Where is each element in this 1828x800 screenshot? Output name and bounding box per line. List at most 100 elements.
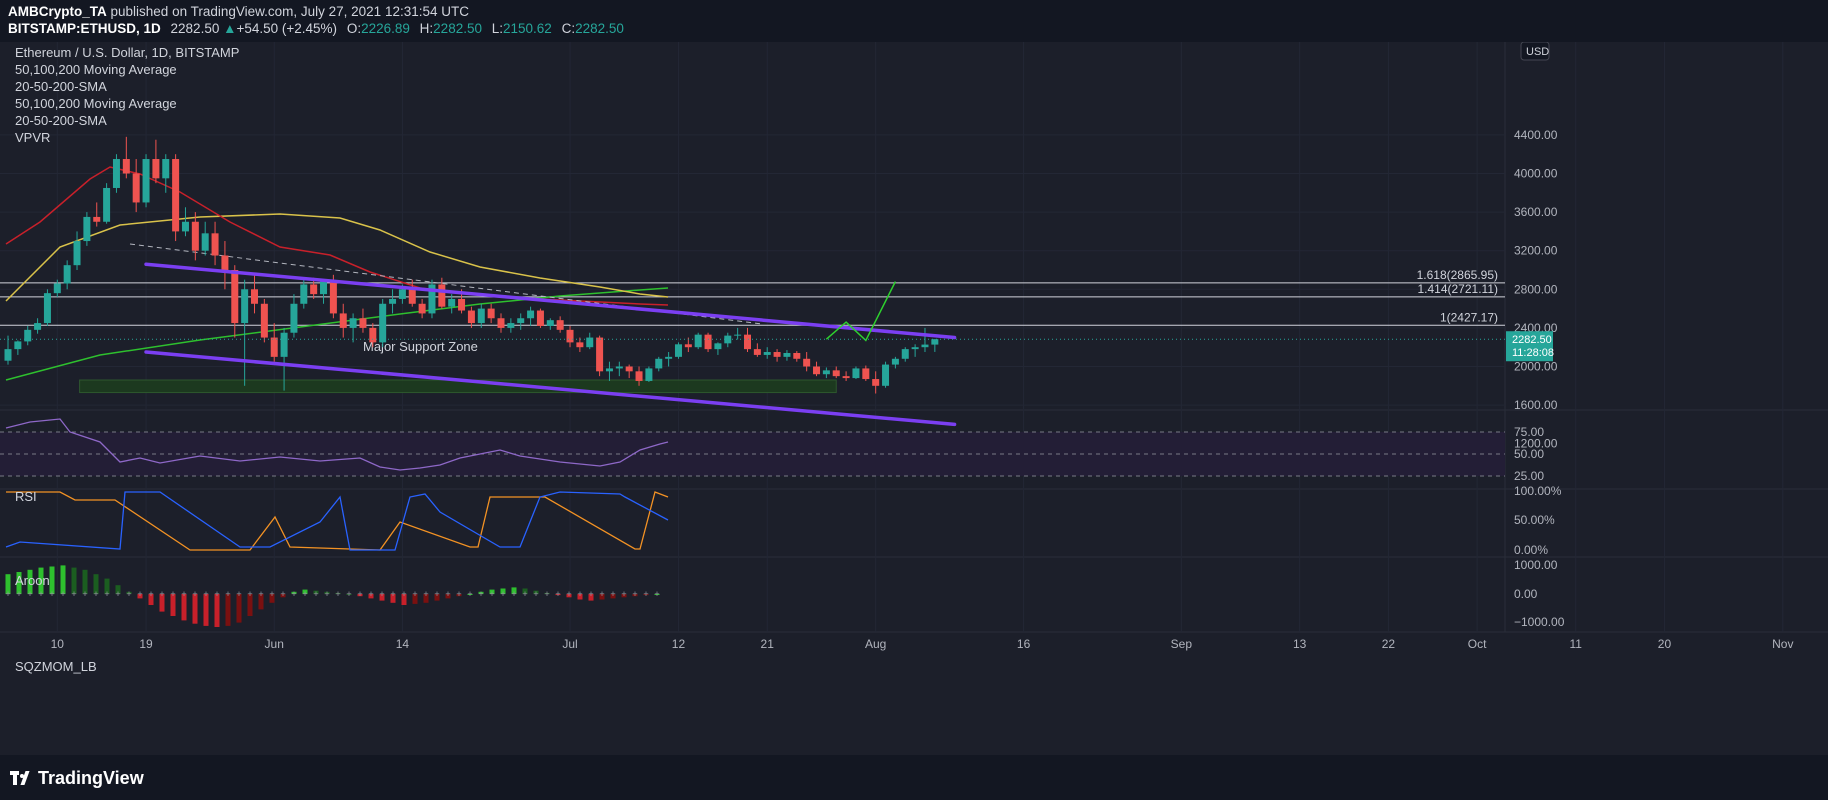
candle-body[interactable] [408,289,416,304]
symbol[interactable]: BITSTAMP:ETHUSD, 1D [8,21,161,36]
candle-body[interactable] [832,370,840,377]
candle-body[interactable] [418,303,426,314]
candle-body[interactable] [842,376,850,379]
candle-body[interactable] [310,284,318,295]
candle-body[interactable] [448,298,456,307]
candle-body[interactable] [546,320,554,326]
candle-body[interactable] [773,352,781,357]
candle-body[interactable] [487,308,495,319]
candle-body[interactable] [882,364,890,386]
candle-body[interactable] [339,313,347,328]
candle-body[interactable] [83,216,91,242]
candle-body[interactable] [43,293,51,324]
candle-body[interactable] [211,233,219,256]
candle-body[interactable] [822,370,830,375]
candle-body[interactable] [132,173,140,203]
candle-body[interactable] [329,281,337,314]
candle-body[interactable] [241,289,249,324]
candle-body[interactable] [586,337,594,348]
candle-body[interactable] [142,159,150,203]
candle-body[interactable] [566,329,574,343]
projection-path[interactable] [825,281,897,342]
candle-body[interactable] [73,241,81,266]
candle-body[interactable] [556,320,564,330]
legend-title[interactable]: Ethereum / U.S. Dollar, 1D, BITSTAMP [15,45,240,60]
candle-body[interactable] [891,358,899,365]
candle-body[interactable] [290,303,298,333]
currency-button[interactable] [1520,42,1550,61]
candle-body[interactable] [901,349,909,359]
candle-body[interactable] [615,366,623,369]
aroon-title[interactable]: Aroon [15,573,50,588]
candle-body[interactable] [605,368,613,372]
candle-body[interactable] [4,349,12,361]
candle-body[interactable] [103,187,111,222]
aroon-up-line[interactable] [6,491,669,551]
candle-body[interactable] [931,339,939,345]
candle-body[interactable] [645,368,653,381]
candle-body[interactable] [714,343,722,350]
candle-body[interactable] [596,337,604,372]
candle-body[interactable] [63,265,71,284]
channel-upper-line[interactable] [144,262,957,340]
candle-body[interactable] [122,159,130,174]
candle-body[interactable] [251,289,258,304]
candle-body[interactable] [300,284,308,304]
candle-body[interactable] [704,334,712,350]
candle-body[interactable] [181,221,189,232]
sqz-title[interactable]: SQZMOM_LB [15,659,97,674]
candle-body[interactable] [379,303,387,343]
candle-body[interactable] [231,270,239,324]
candle-body[interactable] [359,318,367,328]
candle-body[interactable] [389,298,397,304]
candle-body[interactable] [753,349,761,355]
candle-body[interactable] [517,318,525,324]
aroon-down-line[interactable] [5,491,669,551]
candle-body[interactable] [635,371,643,381]
candle-body[interactable] [783,352,791,357]
candle-body[interactable] [655,358,663,369]
candle-body[interactable] [369,327,377,343]
candle-body[interactable] [734,334,742,336]
candle-body[interactable] [458,298,466,311]
candle-body[interactable] [270,337,278,357]
candle-body[interactable] [467,310,475,324]
chart-area[interactable]: 4400.00 4000.00 3600.00 3200.00 2800.00 2400.… [0,42,1828,755]
candle-body[interactable] [349,318,357,328]
candle-body[interactable] [527,310,535,319]
chart-svg[interactable]: 4400.004000.003600.003200.002800.002400.… [0,42,1828,755]
candle-body[interactable] [398,289,406,299]
candle-body[interactable] [674,344,682,357]
tradingview-logo[interactable]: TradingView [10,768,144,789]
candle-body[interactable] [694,334,702,348]
publisher-name[interactable]: AMBCrypto_TA [8,4,107,19]
candle-body[interactable] [152,159,160,179]
candle-body[interactable] [862,368,870,380]
legend-vpvr[interactable]: VPVR [15,130,51,145]
candle-body[interactable] [911,347,919,350]
channel-lower-line[interactable] [144,350,957,427]
candle-body[interactable] [813,366,821,375]
candle-body[interactable] [172,159,180,232]
candle-body[interactable] [201,233,209,251]
candle-body[interactable] [477,308,485,324]
candle-body[interactable] [684,344,692,348]
candle-body[interactable] [93,216,101,222]
candle-body[interactable] [625,366,633,372]
candle-body[interactable] [763,352,771,355]
candle-body[interactable] [53,283,61,294]
candle-body[interactable] [162,159,170,179]
candle-body[interactable] [280,332,288,357]
candle-body[interactable] [438,284,446,307]
legend-sma2[interactable]: 20-50-200-SMA [15,113,107,128]
candle-body[interactable] [536,310,544,326]
candle-body[interactable] [191,221,199,251]
legend-sma1[interactable]: 20-50-200-SMA [15,79,107,94]
legend-ma2[interactable]: 50,100,200 Moving Average [15,96,177,111]
candle-body[interactable] [428,284,436,314]
candle-body[interactable] [803,358,811,367]
candle-body[interactable] [921,344,929,348]
candle-body[interactable] [24,329,32,342]
candle-body[interactable] [576,342,584,348]
candle-body[interactable] [14,341,22,350]
